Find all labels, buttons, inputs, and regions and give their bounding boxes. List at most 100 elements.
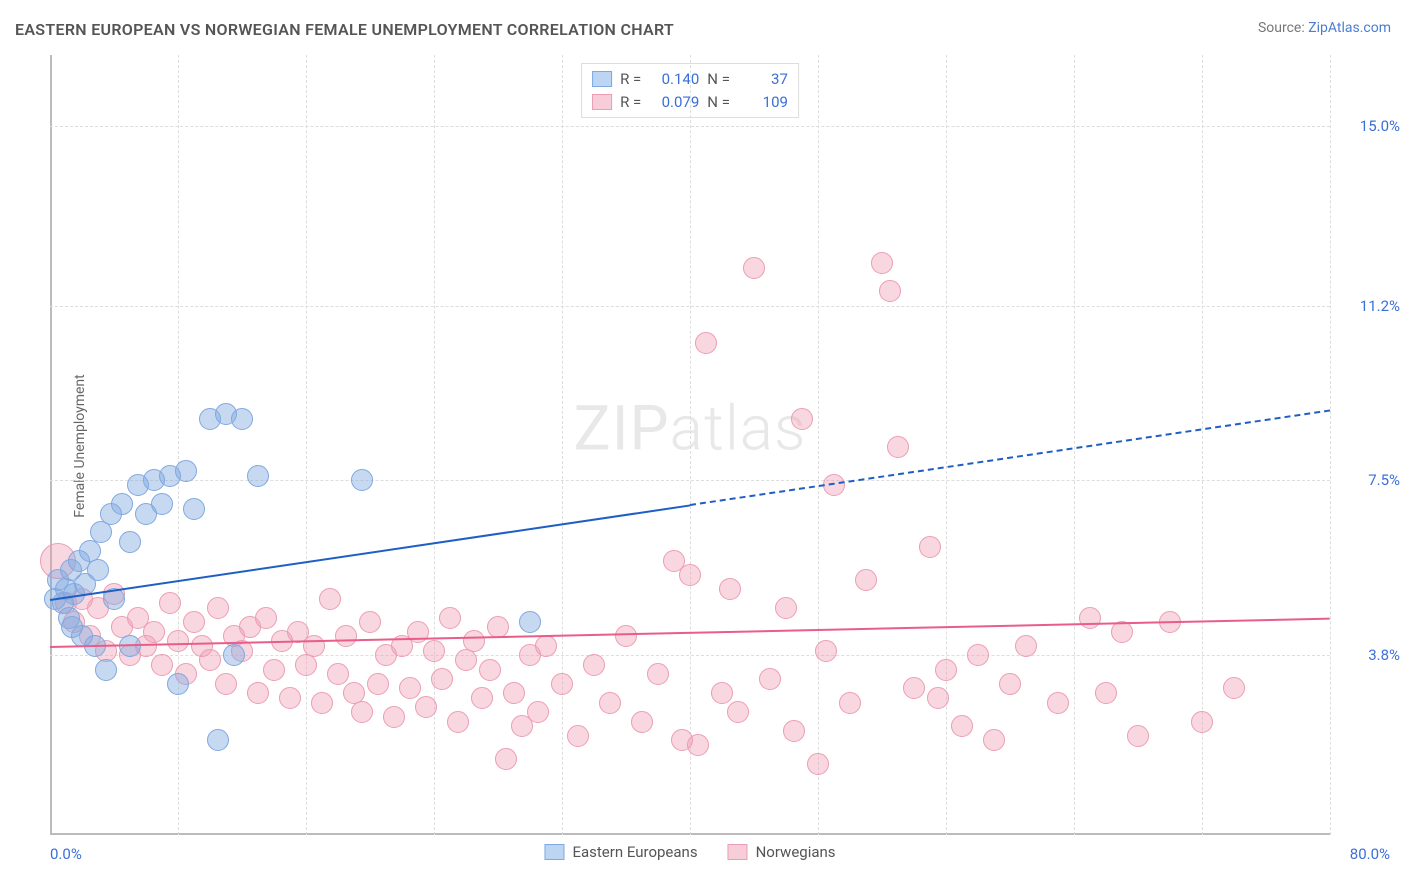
marker-norwegian xyxy=(791,408,813,430)
marker-eastern xyxy=(351,469,373,491)
marker-eastern xyxy=(183,498,205,520)
marker-norwegian xyxy=(599,692,621,714)
marker-norwegian xyxy=(319,588,341,610)
marker-norwegian xyxy=(903,677,925,699)
marker-eastern xyxy=(90,521,112,543)
marker-norwegian xyxy=(631,711,653,733)
marker-norwegian xyxy=(1095,682,1117,704)
y-tick-label: 11.2% xyxy=(1360,297,1400,315)
swatch-norwegian xyxy=(592,94,612,110)
marker-norwegian xyxy=(759,668,781,690)
marker-norwegian xyxy=(615,625,637,647)
marker-eastern xyxy=(231,408,253,430)
chart-title: EASTERN EUROPEAN VS NORWEGIAN FEMALE UNE… xyxy=(15,20,674,39)
source-link[interactable]: ZipAtlas.com xyxy=(1308,20,1391,36)
marker-norwegian xyxy=(935,659,957,681)
marker-norwegian xyxy=(303,635,325,657)
marker-norwegian xyxy=(159,592,181,614)
gridline-v xyxy=(1074,55,1075,835)
legend-item-norwegian: Norwegians xyxy=(728,843,836,861)
marker-norwegian xyxy=(487,616,509,638)
marker-norwegian xyxy=(311,692,333,714)
marker-norwegian xyxy=(247,682,269,704)
marker-norwegian xyxy=(775,597,797,619)
marker-norwegian xyxy=(167,630,189,652)
marker-norwegian xyxy=(999,673,1021,695)
marker-norwegian xyxy=(951,715,973,737)
marker-norwegian xyxy=(687,734,709,756)
marker-norwegian xyxy=(367,673,389,695)
marker-norwegian xyxy=(1079,607,1101,629)
marker-norwegian xyxy=(463,630,485,652)
marker-norwegian xyxy=(679,564,701,586)
marker-norwegian xyxy=(743,257,765,279)
gridline-v xyxy=(306,55,307,835)
marker-norwegian xyxy=(351,701,373,723)
marker-eastern xyxy=(223,644,245,666)
marker-norwegian xyxy=(727,701,749,723)
legend-swatch-eastern xyxy=(544,844,564,860)
marker-eastern xyxy=(247,465,269,487)
gridline-v xyxy=(946,55,947,835)
marker-norwegian xyxy=(503,682,525,704)
gridline-v xyxy=(434,55,435,835)
marker-norwegian xyxy=(967,644,989,666)
marker-norwegian xyxy=(455,649,477,671)
marker-norwegian xyxy=(295,654,317,676)
marker-norwegian xyxy=(471,687,493,709)
r-value-eastern: 0.140 xyxy=(649,68,699,91)
marker-norwegian xyxy=(495,748,517,770)
marker-eastern xyxy=(111,493,133,515)
marker-norwegian xyxy=(1047,692,1069,714)
marker-norwegian xyxy=(215,673,237,695)
marker-norwegian xyxy=(447,711,469,733)
gridline-v xyxy=(690,55,691,835)
marker-norwegian xyxy=(423,640,445,662)
marker-norwegian xyxy=(887,436,909,458)
marker-norwegian xyxy=(551,673,573,695)
swatch-eastern xyxy=(592,71,612,87)
marker-norwegian xyxy=(1191,711,1213,733)
marker-norwegian xyxy=(783,720,805,742)
gridline-v xyxy=(562,55,563,835)
chart-header: EASTERN EUROPEAN VS NORWEGIAN FEMALE UNE… xyxy=(15,20,1391,39)
marker-norwegian xyxy=(263,659,285,681)
marker-norwegian xyxy=(439,607,461,629)
n-value-eastern: 37 xyxy=(738,68,788,91)
marker-norwegian xyxy=(359,611,381,633)
marker-norwegian xyxy=(583,654,605,676)
legend-swatch-norwegian xyxy=(728,844,748,860)
marker-norwegian xyxy=(431,668,453,690)
marker-norwegian xyxy=(879,280,901,302)
y-tick-label: 7.5% xyxy=(1368,471,1400,489)
marker-norwegian xyxy=(327,663,349,685)
legend-bottom: Eastern Europeans Norwegians xyxy=(544,843,835,861)
trendline-eastern-dashed xyxy=(690,410,1330,507)
marker-norwegian xyxy=(1127,725,1149,747)
marker-eastern xyxy=(87,559,109,581)
y-tick-label: 15.0% xyxy=(1360,117,1400,135)
x-tick-min: 0.0% xyxy=(50,845,82,863)
gridline-v xyxy=(178,55,179,835)
marker-eastern xyxy=(151,493,173,515)
marker-eastern xyxy=(175,460,197,482)
marker-norwegian xyxy=(383,706,405,728)
marker-norwegian xyxy=(1223,677,1245,699)
gridline-v xyxy=(1330,55,1331,835)
marker-norwegian xyxy=(815,640,837,662)
legend-item-eastern: Eastern Europeans xyxy=(544,843,697,861)
marker-norwegian xyxy=(143,621,165,643)
marker-norwegian xyxy=(695,332,717,354)
gridline-v xyxy=(818,55,819,835)
scatter-plot: ZIPatlas R = 0.140 N = 37 R = 0.079 N = … xyxy=(50,55,1330,835)
marker-norwegian xyxy=(1015,635,1037,657)
marker-norwegian xyxy=(183,611,205,633)
y-tick-label: 3.8% xyxy=(1368,646,1400,664)
marker-norwegian xyxy=(567,725,589,747)
marker-norwegian xyxy=(479,659,501,681)
marker-norwegian xyxy=(647,663,669,685)
source-attribution: Source: ZipAtlas.com xyxy=(1258,20,1391,39)
marker-eastern xyxy=(207,729,229,751)
marker-norwegian xyxy=(415,696,437,718)
n-value-norwegian: 109 xyxy=(738,91,788,114)
